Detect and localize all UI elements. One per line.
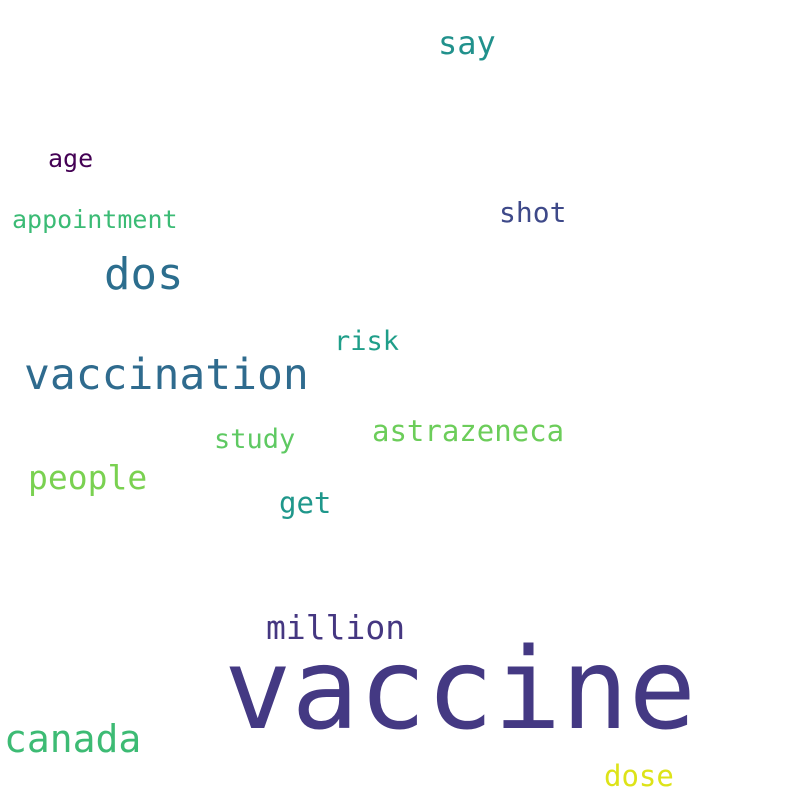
word-say: say	[438, 24, 496, 62]
word-get: get	[279, 486, 332, 520]
word-canada: canada	[4, 717, 142, 761]
word-dose: dose	[604, 759, 674, 793]
word-age: age	[48, 144, 94, 173]
word-dos: dos	[104, 249, 184, 300]
word-risk: risk	[334, 326, 400, 357]
word-astrazeneca: astrazeneca	[372, 414, 565, 448]
word-shot: shot	[499, 196, 567, 229]
word-people: people	[28, 458, 148, 497]
word-study: study	[214, 424, 296, 455]
word-million: million	[266, 608, 406, 647]
word-vaccination: vaccination	[24, 350, 309, 400]
word-vaccine: vaccine	[224, 625, 697, 755]
word-appointment: appointment	[12, 205, 178, 234]
